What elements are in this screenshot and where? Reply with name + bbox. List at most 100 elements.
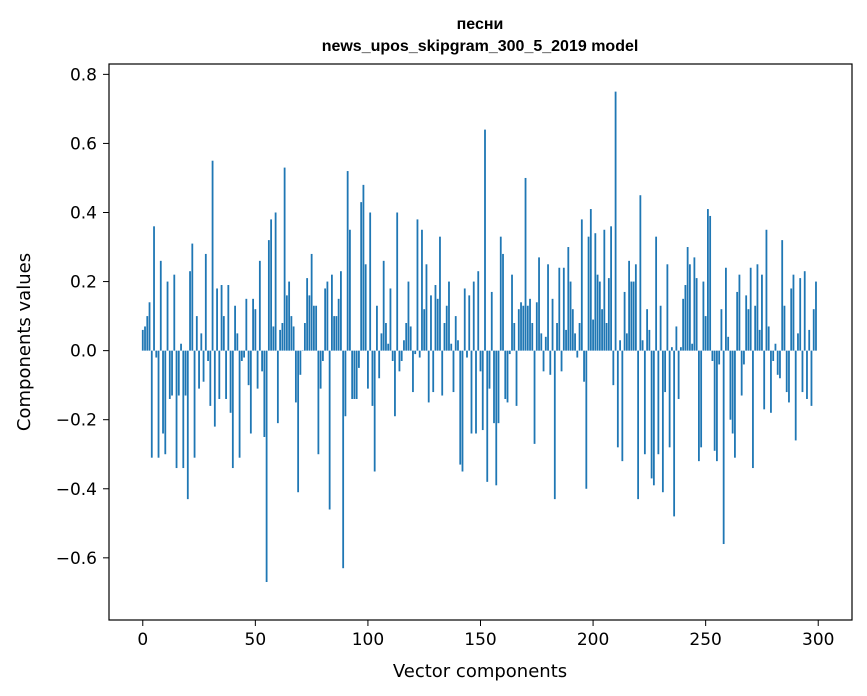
bar-235 [670, 347, 673, 351]
bar-198 [587, 236, 590, 351]
bar-269 [747, 309, 750, 351]
bar-181 [549, 350, 552, 375]
bar-25 [198, 350, 200, 389]
bar-213 [621, 350, 624, 462]
bar-247 [698, 350, 700, 462]
bar-37 [225, 350, 227, 399]
bar-224 [646, 309, 649, 351]
bar-196 [583, 350, 585, 382]
bar-203 [598, 281, 601, 351]
bar-68 [294, 350, 297, 403]
bar-299 [815, 281, 817, 351]
bar-8 [159, 260, 162, 351]
bar-119 [409, 326, 412, 351]
bar-219 [634, 264, 637, 351]
bar-145 [468, 295, 471, 351]
plot-frame [108, 63, 853, 621]
bar-97 [360, 202, 363, 351]
bar-202 [596, 274, 599, 351]
bar-79 [319, 350, 322, 389]
bar-55 [265, 350, 268, 583]
bar-11 [166, 281, 169, 351]
bar-197 [585, 350, 588, 489]
bar-170 [524, 177, 527, 351]
bar-62 [281, 323, 284, 351]
bar-95 [355, 350, 358, 399]
bar-237 [675, 326, 678, 351]
bar-278 [767, 326, 770, 351]
bar-84 [331, 274, 333, 351]
bar-6 [155, 350, 158, 358]
bar-113 [396, 212, 399, 351]
bar-130 [434, 285, 437, 351]
bar-109 [387, 343, 390, 351]
bar-102 [371, 350, 374, 406]
bar-155 [490, 291, 493, 351]
bar-117 [405, 323, 408, 351]
bar-60 [276, 350, 279, 424]
bar-98 [362, 184, 365, 351]
bar-96 [358, 350, 360, 368]
bar-208 [610, 226, 612, 351]
bar-81 [324, 288, 327, 351]
bar-206 [605, 323, 608, 351]
bar-35 [220, 285, 223, 351]
bar-80 [321, 350, 324, 361]
bar-106 [380, 333, 383, 351]
bar-126 [425, 264, 428, 351]
bar-226 [650, 350, 653, 479]
bar-7 [157, 350, 160, 458]
bar-251 [707, 209, 709, 351]
bar-174 [533, 350, 536, 444]
bar-135 [445, 305, 448, 351]
bar-260 [727, 336, 730, 351]
bar-230 [659, 305, 662, 351]
bar-45 [243, 350, 245, 358]
bar-110 [389, 288, 392, 351]
bar-199 [589, 209, 592, 351]
bar-67 [292, 326, 295, 351]
bar-262 [731, 350, 734, 434]
bar-142 [461, 350, 464, 472]
bar-59 [274, 212, 277, 351]
bar-221 [639, 195, 642, 351]
bar-12 [168, 350, 171, 399]
bar-21 [189, 271, 191, 351]
bar-3 [148, 302, 151, 351]
bar-26 [200, 333, 203, 351]
bar-40 [231, 350, 234, 469]
bar-53 [261, 350, 263, 372]
bar-210 [614, 91, 617, 351]
bar-186 [560, 350, 563, 372]
bar-57 [270, 219, 273, 351]
bar-28 [204, 253, 207, 351]
bar-188 [565, 329, 567, 351]
bar-141 [459, 350, 462, 465]
bar-70 [299, 350, 302, 375]
bar-150 [479, 350, 482, 372]
bar-205 [603, 229, 606, 351]
bar-222 [641, 340, 644, 351]
bar-33 [216, 288, 218, 351]
bar-209 [612, 350, 615, 386]
bar-191 [571, 309, 574, 351]
bar-239 [679, 347, 682, 351]
bar-136 [448, 281, 450, 351]
chart-title-line-1: песни [457, 16, 504, 33]
bar-69 [297, 350, 300, 493]
bar-232 [664, 350, 667, 393]
bar-124 [421, 229, 423, 351]
bar-114 [398, 350, 401, 372]
bar-167 [517, 309, 520, 351]
bar-49 [252, 298, 254, 351]
bar-56 [267, 240, 270, 351]
bar-169 [522, 305, 525, 351]
bar-36 [222, 316, 225, 351]
bar-38 [227, 285, 230, 351]
bar-204 [601, 309, 603, 351]
bar-227 [652, 350, 655, 486]
bar-4 [150, 350, 153, 458]
bar-143 [463, 288, 466, 351]
bar-90 [344, 350, 347, 417]
bar-133 [441, 350, 444, 396]
